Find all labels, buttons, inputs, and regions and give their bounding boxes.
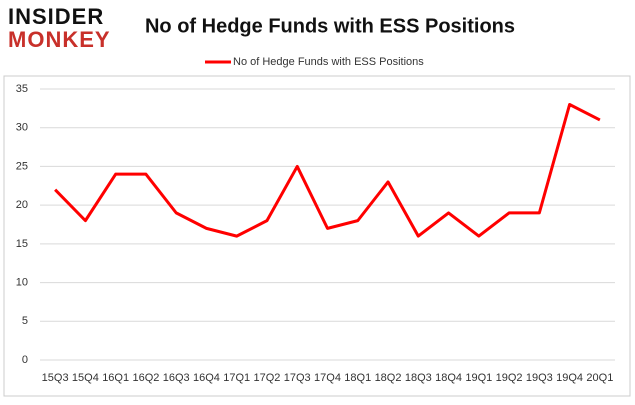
x-tick-label: 17Q1 — [223, 372, 250, 384]
x-tick-label: 19Q2 — [496, 372, 523, 384]
y-tick-label: 10 — [16, 276, 28, 288]
x-tick-label: 17Q3 — [284, 372, 311, 384]
x-tick-label: 18Q2 — [375, 372, 402, 384]
y-tick-label: 25 — [16, 160, 28, 172]
x-tick-label: 20Q1 — [586, 372, 613, 384]
x-tick-label: 15Q4 — [72, 372, 99, 384]
y-tick-label: 30 — [16, 122, 28, 134]
x-tick-label: 17Q2 — [254, 372, 281, 384]
x-tick-label: 15Q3 — [42, 372, 69, 384]
x-tick-label: 16Q4 — [193, 372, 220, 384]
y-tick-label: 35 — [16, 83, 28, 95]
legend-label: No of Hedge Funds with ESS Positions — [233, 56, 424, 68]
data-line — [54, 102, 601, 238]
x-tick-label: 17Q4 — [314, 372, 341, 384]
x-tick-label: 16Q2 — [132, 372, 159, 384]
x-tick-label: 19Q1 — [465, 372, 492, 384]
logo-top: INSIDER — [8, 4, 104, 29]
x-tick-label: 16Q1 — [102, 372, 129, 384]
logo-bottom: MONKEY — [8, 27, 111, 52]
chart-frame — [3, 75, 631, 397]
y-tick-label: 5 — [22, 315, 28, 327]
y-tick-label: 0 — [22, 354, 28, 366]
y-tick-label: 15 — [16, 238, 28, 250]
y-tick-label: 20 — [16, 199, 28, 211]
x-tick-label: 16Q3 — [163, 372, 190, 384]
x-tick-label: 18Q3 — [405, 372, 432, 384]
x-tick-label: 19Q4 — [556, 372, 583, 384]
chart-title: No of Hedge Funds with ESS Positions — [145, 15, 515, 37]
x-tick-label: 18Q4 — [435, 372, 462, 384]
x-tick-label: 18Q1 — [344, 372, 371, 384]
x-tick-label: 19Q3 — [526, 372, 553, 384]
